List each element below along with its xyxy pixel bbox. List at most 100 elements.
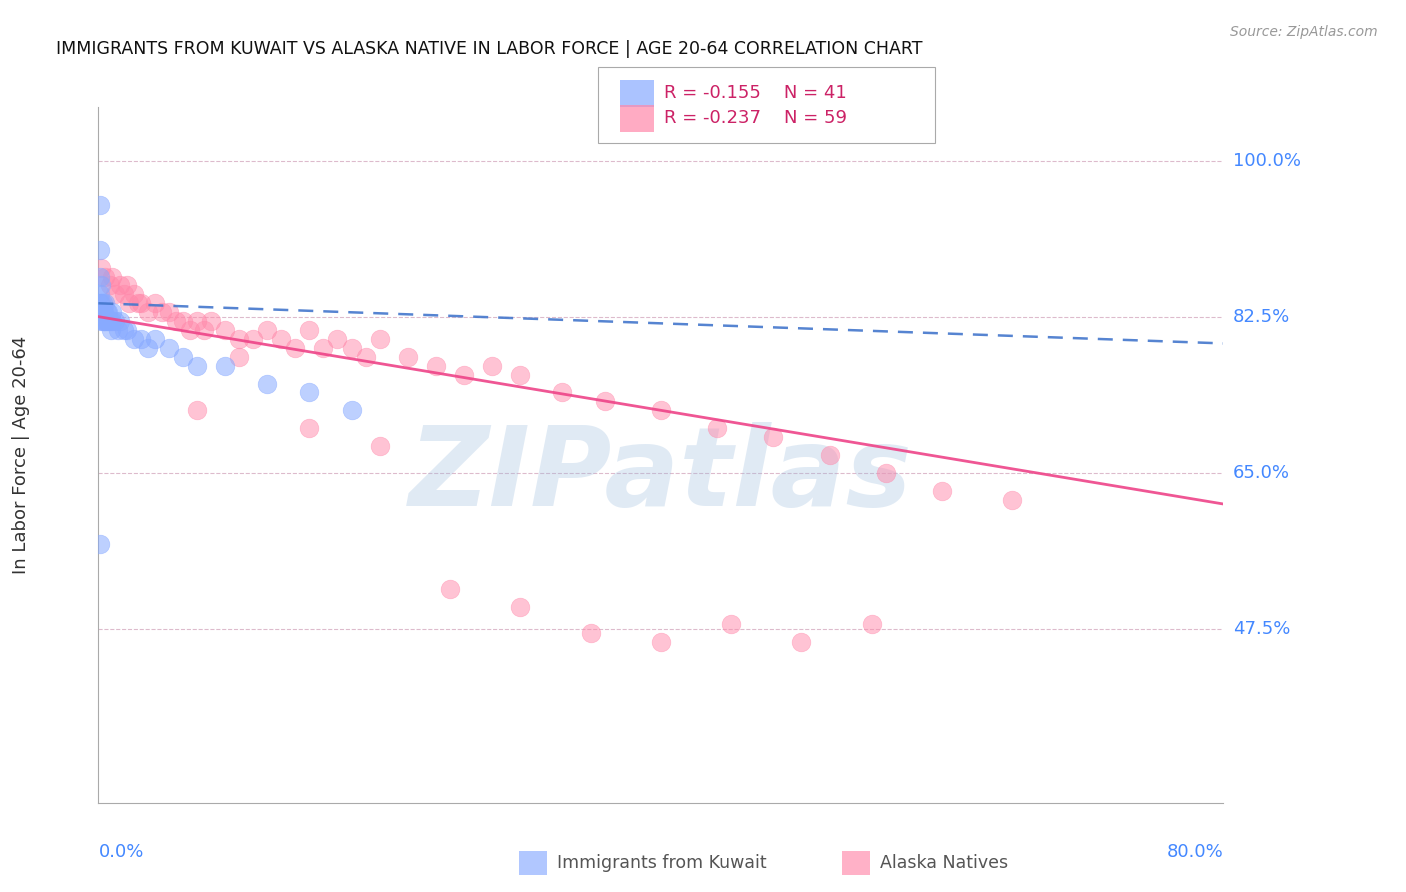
Point <box>89 243 111 257</box>
Text: R = -0.237    N = 59: R = -0.237 N = 59 <box>664 110 846 128</box>
Point <box>172 350 194 364</box>
Point <box>136 305 159 319</box>
Point <box>122 287 145 301</box>
Point <box>256 376 278 391</box>
Point <box>214 359 236 373</box>
Point <box>89 287 111 301</box>
Point <box>228 332 250 346</box>
Point <box>200 314 222 328</box>
Point <box>298 323 321 337</box>
Point <box>91 296 114 310</box>
Point <box>298 385 321 400</box>
Point <box>93 305 115 319</box>
Point <box>94 296 117 310</box>
Point <box>340 403 363 417</box>
Point <box>509 368 531 382</box>
Point <box>143 296 166 310</box>
Point <box>165 314 187 328</box>
Point <box>118 296 141 310</box>
Point <box>107 323 129 337</box>
Point <box>91 305 114 319</box>
Text: Immigrants from Kuwait: Immigrants from Kuwait <box>557 855 766 872</box>
Text: 65.0%: 65.0% <box>1233 464 1291 482</box>
Point <box>818 448 841 462</box>
Text: 80.0%: 80.0% <box>1167 843 1223 861</box>
Point <box>108 314 131 328</box>
Text: 0.0%: 0.0% <box>98 843 143 861</box>
Point <box>97 314 120 328</box>
Point <box>762 430 785 444</box>
Point <box>104 287 127 301</box>
Point <box>127 296 149 310</box>
Point <box>706 421 728 435</box>
Point <box>368 439 391 453</box>
Point <box>101 305 124 319</box>
Point <box>650 403 672 417</box>
Point <box>790 635 813 649</box>
Point <box>89 269 111 284</box>
Point <box>91 314 114 328</box>
Text: Source: ZipAtlas.com: Source: ZipAtlas.com <box>1230 25 1378 39</box>
Point <box>298 421 321 435</box>
Point <box>90 296 112 310</box>
Point <box>96 305 118 319</box>
Text: Alaska Natives: Alaska Natives <box>880 855 1008 872</box>
Point <box>720 617 742 632</box>
Text: 82.5%: 82.5% <box>1233 308 1291 326</box>
Point <box>90 260 112 275</box>
Point <box>340 341 363 355</box>
Point <box>425 359 447 373</box>
Point <box>89 296 111 310</box>
Point <box>104 314 127 328</box>
Point <box>481 359 503 373</box>
Point <box>94 314 117 328</box>
Point <box>98 314 121 328</box>
Point <box>112 323 135 337</box>
Point <box>90 278 112 293</box>
Point <box>396 350 419 364</box>
Point <box>129 296 152 310</box>
Point <box>354 350 377 364</box>
Point <box>108 278 131 293</box>
Point <box>94 269 117 284</box>
Point <box>186 314 208 328</box>
Point <box>312 341 335 355</box>
Point <box>326 332 349 346</box>
Point <box>875 466 897 480</box>
Point <box>439 582 461 596</box>
Point <box>89 198 111 212</box>
Text: In Labor Force | Age 20-64: In Labor Force | Age 20-64 <box>13 335 30 574</box>
Point <box>150 305 173 319</box>
Point <box>157 341 180 355</box>
Point <box>593 394 616 409</box>
Point <box>650 635 672 649</box>
Point <box>129 332 152 346</box>
Point <box>115 278 138 293</box>
Text: IMMIGRANTS FROM KUWAIT VS ALASKA NATIVE IN LABOR FORCE | AGE 20-64 CORRELATION C: IMMIGRANTS FROM KUWAIT VS ALASKA NATIVE … <box>56 40 922 58</box>
Point <box>931 483 953 498</box>
Point <box>90 305 112 319</box>
Point <box>101 269 124 284</box>
Point <box>179 323 201 337</box>
Point <box>96 314 118 328</box>
Point <box>143 332 166 346</box>
Point <box>214 323 236 337</box>
Point <box>100 323 122 337</box>
Point <box>172 314 194 328</box>
Text: ZIPatlas: ZIPatlas <box>409 422 912 529</box>
Point <box>551 385 574 400</box>
Point <box>101 314 124 328</box>
Point <box>453 368 475 382</box>
Point <box>368 332 391 346</box>
Point <box>270 332 292 346</box>
Point <box>860 617 883 632</box>
Point <box>93 314 115 328</box>
Point <box>186 403 208 417</box>
Point <box>122 332 145 346</box>
Point <box>1001 492 1024 507</box>
Point <box>193 323 215 337</box>
Point <box>157 305 180 319</box>
Point <box>115 323 138 337</box>
Point <box>98 278 121 293</box>
Text: 100.0%: 100.0% <box>1233 152 1301 169</box>
